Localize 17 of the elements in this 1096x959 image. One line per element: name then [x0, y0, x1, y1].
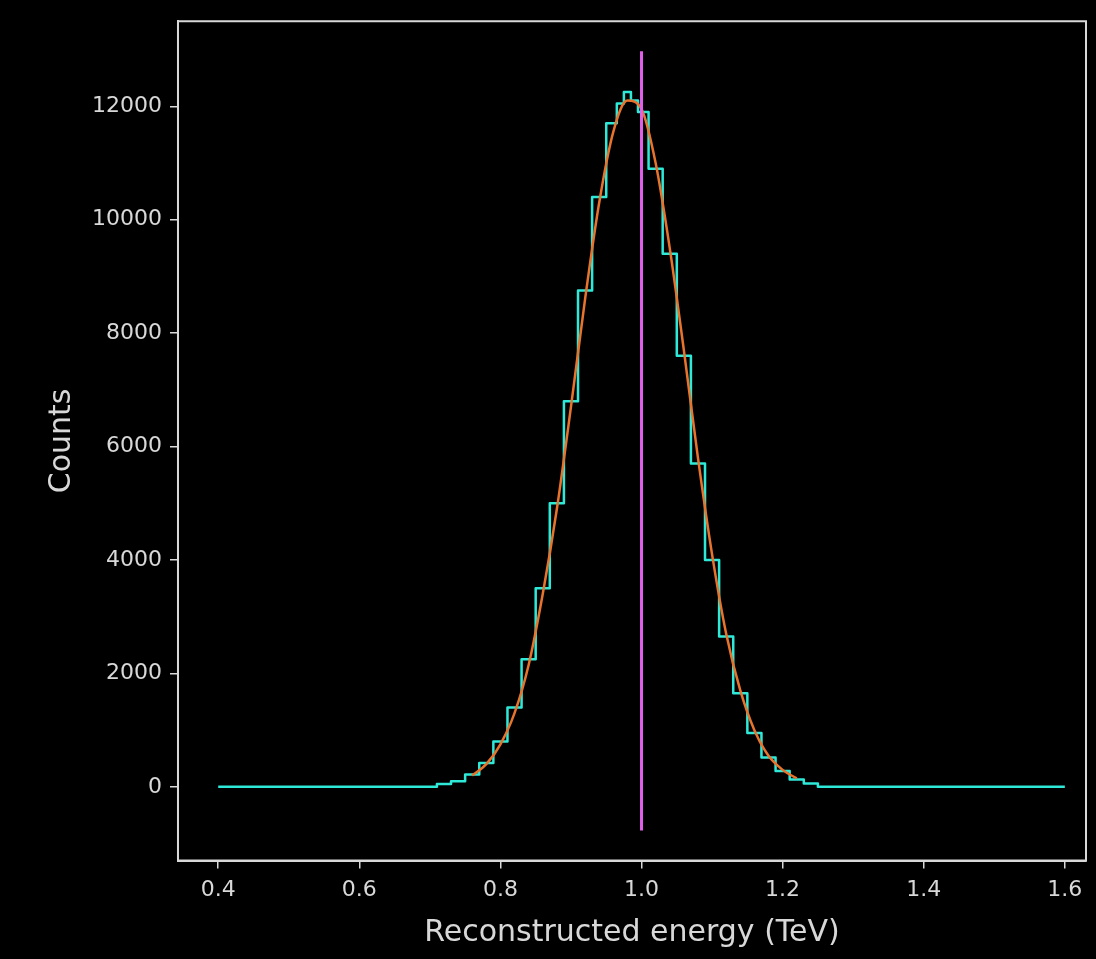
line-series: [470, 99, 798, 780]
y-tick-label: 2000: [105, 659, 162, 685]
y-tick-label: 12000: [91, 91, 162, 117]
y-tick-label: 4000: [105, 545, 162, 571]
x-tick-label: 0.8: [482, 875, 518, 901]
x-tick-label: 1.0: [624, 875, 660, 901]
y-axis-title: Counts: [41, 388, 77, 494]
y-tick-label: 8000: [105, 318, 162, 344]
y-tick-label: 6000: [105, 432, 162, 458]
y-tick-label: 0: [147, 772, 162, 798]
x-axis-title: Reconstructed energy (TeV): [424, 912, 840, 948]
y-tick-label: 10000: [91, 205, 162, 231]
x-tick-label: 1.2: [765, 875, 801, 901]
x-tick-label: 1.4: [906, 875, 942, 901]
x-tick-label: 1.6: [1047, 875, 1083, 901]
x-tick-label: 0.4: [200, 875, 236, 901]
x-tick-label: 0.6: [341, 875, 377, 901]
